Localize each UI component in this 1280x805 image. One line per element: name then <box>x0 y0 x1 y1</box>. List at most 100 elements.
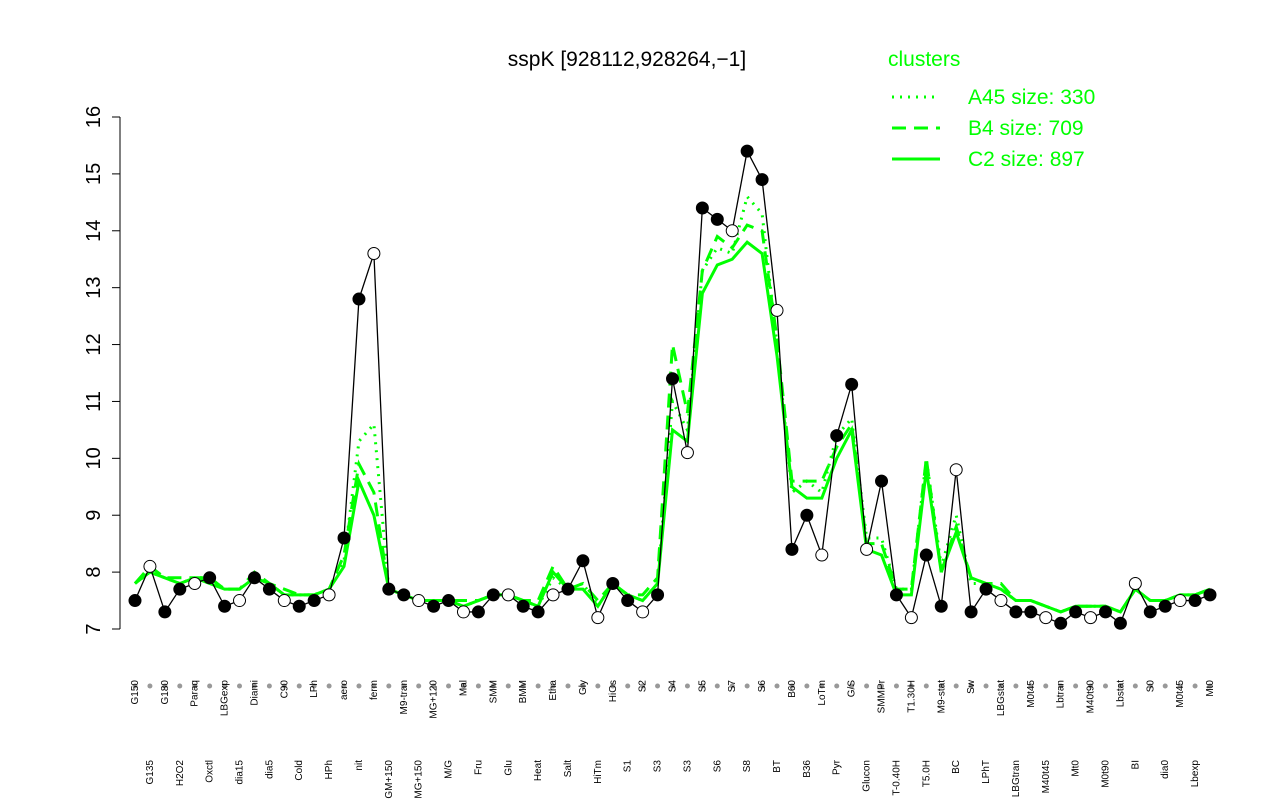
x-tick-label: Fru <box>473 760 484 775</box>
x-tick-label: GM+150 <box>384 760 395 799</box>
data-point <box>173 582 187 596</box>
rug-dot <box>520 683 526 689</box>
x-tick-label: dia15 <box>235 760 246 785</box>
data-point <box>218 599 232 613</box>
y-tick-label: 14 <box>83 220 105 242</box>
x-tick-label: Mal <box>458 680 469 696</box>
x-tick-label: LBGstat <box>996 680 1007 716</box>
x-tick-label: G/S <box>847 680 858 698</box>
x-tick-label: MG+120 <box>429 680 440 719</box>
data-point <box>815 548 829 562</box>
data-point <box>994 594 1008 608</box>
rug-dot <box>446 683 452 689</box>
data-point <box>740 144 754 158</box>
data-point <box>1113 616 1127 630</box>
data-point <box>143 559 157 573</box>
rug-dot <box>1177 683 1183 689</box>
rug-dot <box>625 683 631 689</box>
rug-dot <box>1147 683 1153 689</box>
x-tick-label: S0 <box>1145 680 1156 693</box>
data-point <box>188 576 202 590</box>
data-point <box>397 588 411 602</box>
rug-dot <box>640 683 646 689</box>
rug-dot <box>341 683 347 689</box>
x-tick-label: S8 <box>742 760 753 773</box>
x-tick-label: BT <box>772 760 783 773</box>
rug-dot <box>192 683 198 689</box>
data-point <box>919 548 933 562</box>
x-tick-label: C90 <box>279 680 290 699</box>
legend-title: clusters <box>888 48 960 71</box>
data-point <box>1158 599 1172 613</box>
rug-dot <box>266 683 272 689</box>
data-point <box>830 429 844 443</box>
data-point <box>247 571 261 585</box>
y-tick-label: 13 <box>83 277 105 299</box>
y-tick-label: 7 <box>83 623 105 634</box>
x-tick-label: H2O2 <box>175 760 186 787</box>
x-tick-label: Mt0 <box>1205 680 1216 697</box>
rug-dot <box>655 683 661 689</box>
rug-dot <box>147 683 153 689</box>
data-point <box>1203 588 1217 602</box>
y-tick-label: 8 <box>83 567 105 578</box>
x-tick-label: Paraq <box>190 680 201 707</box>
x-tick-label: LoTm <box>817 680 828 706</box>
data-point <box>1039 611 1053 625</box>
x-tick-label: dia5 <box>264 760 275 779</box>
data-point <box>352 292 366 306</box>
data-point <box>277 594 291 608</box>
x-tick-label: nit <box>354 760 365 771</box>
rug-dot <box>908 683 914 689</box>
rug-dot <box>998 683 1004 689</box>
rug-dot <box>1132 683 1138 689</box>
rug-dot <box>222 683 228 689</box>
x-tick-label: SMM <box>488 680 499 703</box>
data-point <box>531 605 545 619</box>
rug-dot <box>759 683 765 689</box>
x-tick-label: Sw <box>966 679 977 694</box>
rug-dot <box>1043 683 1049 689</box>
data-point <box>262 582 276 596</box>
x-tick-label: BI <box>1130 760 1141 769</box>
x-tick-label: M0t45 <box>1175 680 1186 708</box>
rug-dot <box>670 683 675 689</box>
y-tick-label: 16 <box>83 106 105 128</box>
rug-dot <box>371 683 377 689</box>
data-point <box>695 201 709 215</box>
rug-dot <box>416 683 422 689</box>
x-tick-label: LPhT <box>981 760 992 784</box>
x-tick-label: T-0.40H <box>891 760 902 796</box>
data-point <box>1128 576 1142 590</box>
data-point <box>456 605 470 619</box>
data-point <box>442 594 456 608</box>
x-tick-label: B36 <box>802 760 813 778</box>
x-tick-label: Glucon <box>862 760 873 792</box>
rug-dot <box>864 683 870 689</box>
x-tick-label: ferm <box>369 680 380 700</box>
x-tick-label: G150 <box>130 680 141 705</box>
rug-dot <box>729 683 735 689</box>
rug-dot <box>595 683 601 689</box>
data-point <box>904 611 918 625</box>
data-point <box>875 474 889 488</box>
data-point <box>471 605 485 619</box>
rug-dot <box>431 683 437 689</box>
x-tick-label: LBGexp <box>220 680 231 717</box>
rug-dot <box>356 683 362 689</box>
x-tick-label: Pyr <box>832 759 843 775</box>
data-point <box>1084 611 1098 625</box>
data-point <box>636 605 650 619</box>
x-tick-label: M0t45 <box>1026 680 1037 708</box>
rug-dot <box>804 683 810 689</box>
x-tick-label: Etha <box>548 680 559 701</box>
x-tick-label: HiOs <box>608 680 619 702</box>
x-tick-label: S5 <box>697 680 708 693</box>
rug-dot <box>401 683 407 689</box>
x-tick-label: SMMPr <box>877 679 888 713</box>
legend-label: A45 size: 330 <box>968 86 1095 109</box>
data-point <box>680 446 694 460</box>
rug-dot <box>1207 683 1213 689</box>
data-point <box>800 508 814 522</box>
data-point <box>785 542 799 556</box>
